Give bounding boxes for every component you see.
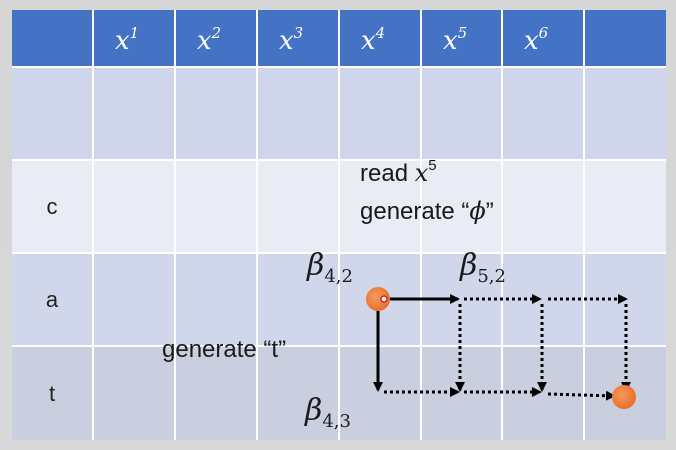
column-header-x3: x3	[279, 24, 303, 56]
start-node-center-marker	[380, 295, 388, 303]
beta-4-2-label: β4,2	[306, 248, 353, 287]
generate-t-note: generate “t”	[162, 336, 286, 363]
column-header-x5: x5	[443, 24, 467, 56]
column-header-x2: x2	[197, 24, 221, 56]
read-x5-note: read x5	[360, 157, 437, 187]
solid-arrows	[373, 294, 460, 392]
column-header-x6: x6	[524, 24, 549, 56]
row-label-a: a	[46, 287, 59, 312]
column-header-x1: x1	[115, 24, 139, 56]
start-node	[366, 287, 390, 311]
grid-lines	[12, 10, 666, 440]
dotted-arrows	[384, 294, 631, 401]
beta-4-3-label: β4,3	[304, 393, 351, 432]
generate-phi-note: generate “ϕ”	[360, 197, 494, 225]
end-node	[612, 385, 636, 409]
beta-5-2-label: β5,2	[459, 248, 506, 287]
row-label-c: c	[47, 194, 58, 219]
dotted-arrow-row-t-3	[547, 390, 616, 401]
row-label-t: t	[49, 381, 55, 406]
column-header-x4: x4	[361, 24, 385, 56]
